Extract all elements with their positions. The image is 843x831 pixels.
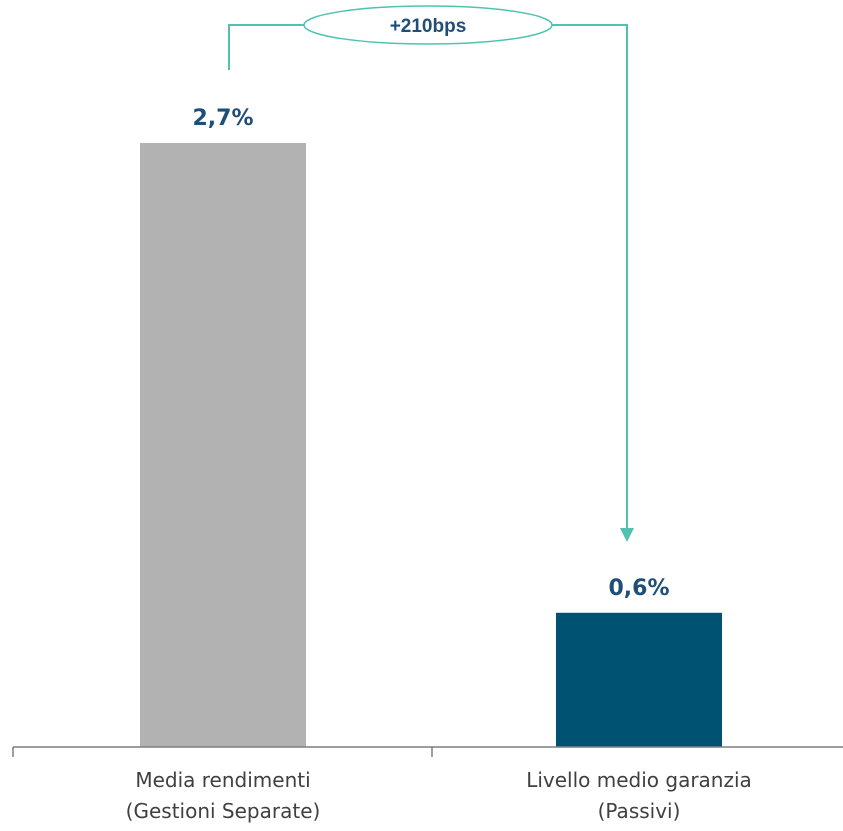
annotation-label: +210bps [390,16,467,37]
difference-annotation: +210bps [228,5,634,542]
bar-2 [556,612,722,747]
x-axis [12,746,843,757]
category-label-1-line-1: Media rendimenti [135,768,310,792]
annotation-connector-left [228,24,306,70]
value-labels-group: 2,7% 0,6% [192,106,669,601]
category-label-2-line-2: (Passivi) [598,799,681,823]
bar-1 [140,143,306,747]
annotation-connector-right [551,24,628,530]
category-label-2-line-1: Livello medio garanzia [526,768,752,792]
value-label-2: 0,6% [608,576,669,601]
annotation-arrowhead [620,528,634,542]
category-label-1-line-2: (Gestioni Separate) [126,799,321,823]
category-labels-group: Media rendimenti (Gestioni Separate) Livel… [126,768,752,823]
annotation-ellipse [303,5,553,45]
value-label-1: 2,7% [192,106,253,131]
bars-group [140,143,722,747]
